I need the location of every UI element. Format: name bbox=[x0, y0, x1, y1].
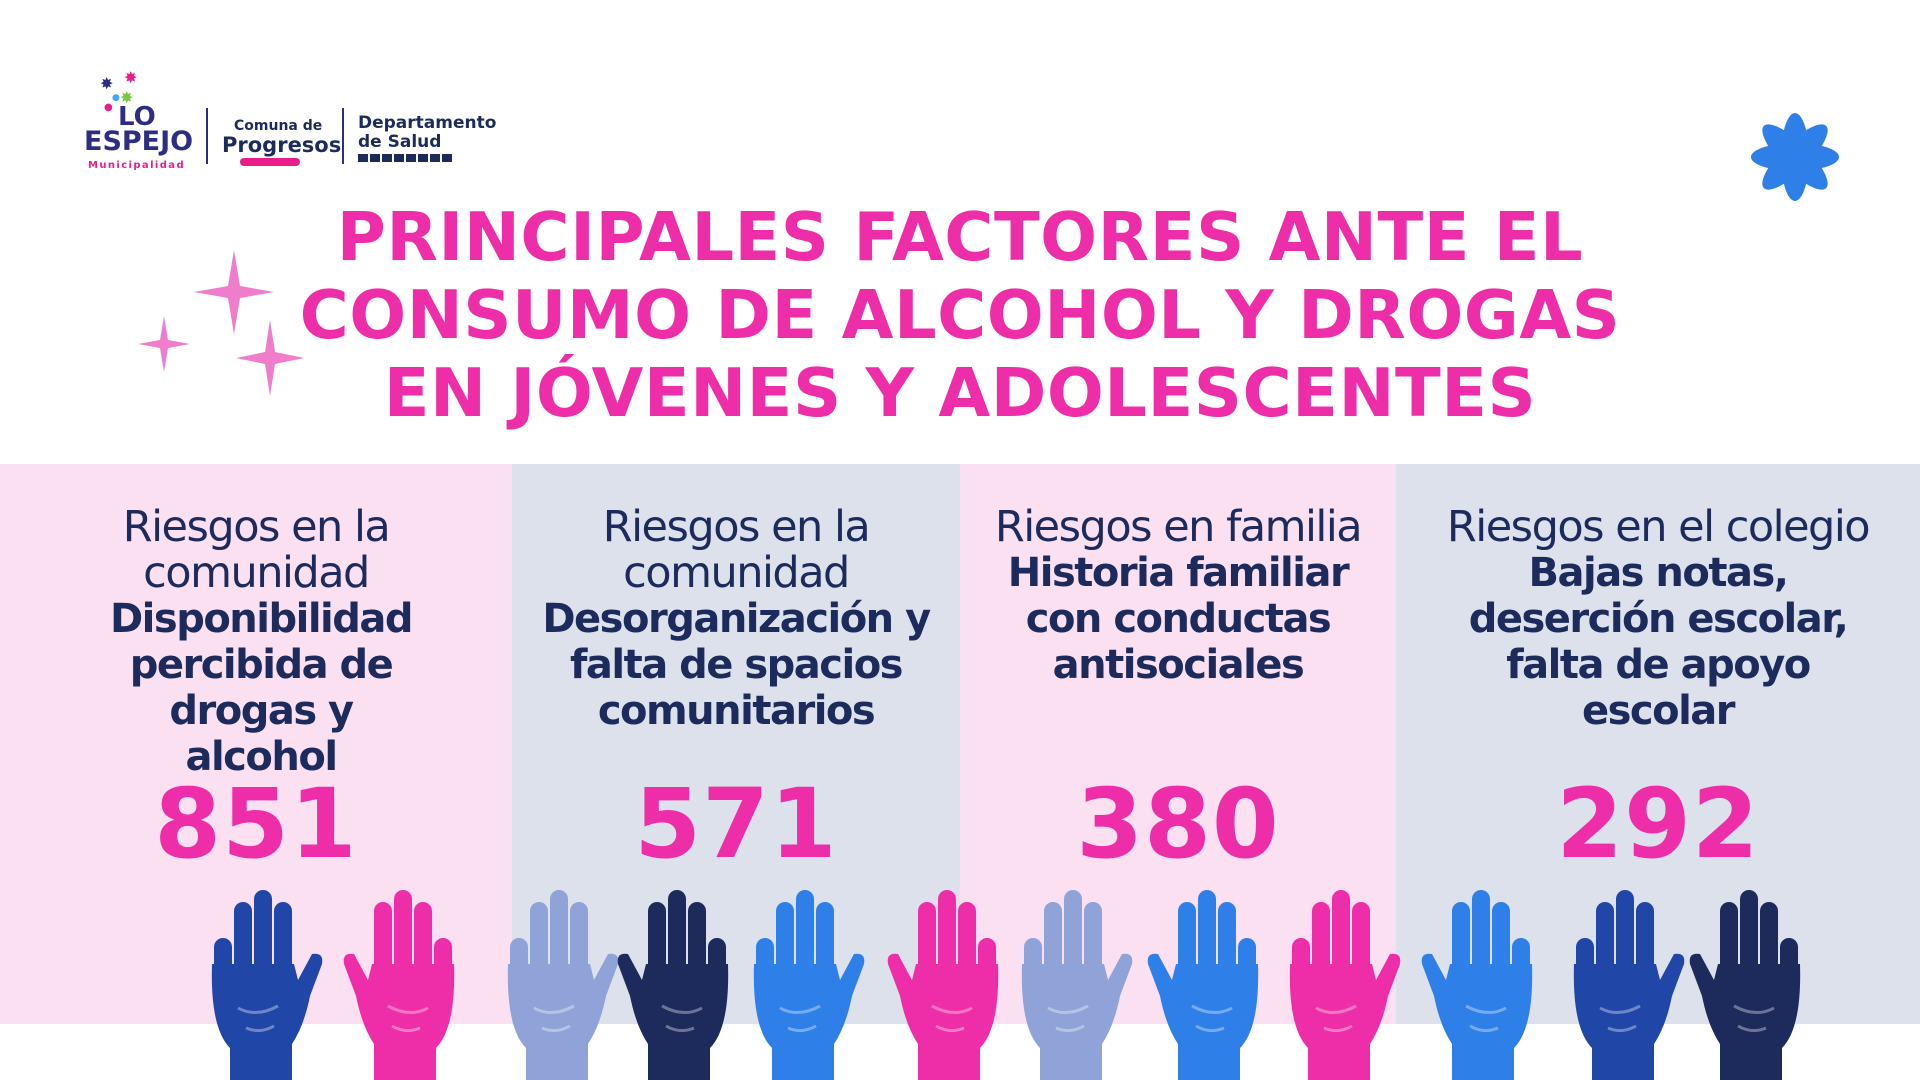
risk-count: 380 bbox=[1076, 768, 1280, 880]
sparkles-icon bbox=[138, 250, 304, 396]
risk-category-line: Riesgos en el colegio bbox=[1446, 502, 1871, 552]
lo-espejo-logo: ✸ ✸ ✸ ● ● LO ESPEJO Municipalidad bbox=[84, 68, 194, 172]
logo-divider bbox=[342, 108, 344, 164]
departamento-text: Departamento bbox=[358, 113, 497, 133]
raised-hand-icon bbox=[614, 868, 740, 1080]
risk-factor: Historia familiar con conductas antisoci… bbox=[1007, 550, 1350, 688]
logo-divider bbox=[206, 108, 208, 164]
risk-category-line: Riesgos en familia bbox=[994, 502, 1363, 552]
blue-star-icon bbox=[1751, 113, 1839, 201]
risk-column-school: Riesgos en el colegio Bajas notas, deser… bbox=[1396, 464, 1920, 1024]
title-line-2: CONSUMO DE ALCOHOL Y DROGAS bbox=[299, 276, 1621, 354]
page-title: PRINCIPALES FACTORES ANTE EL CONSUMO DE … bbox=[240, 198, 1680, 432]
risk-factor: Bajas notas, deserción escolar, falta de… bbox=[1468, 550, 1849, 734]
raised-hand-icon bbox=[1144, 868, 1270, 1080]
raised-hand-icon bbox=[1418, 868, 1544, 1080]
raised-hand-icon bbox=[200, 868, 326, 1080]
risk-category: Riesgos en familia bbox=[960, 504, 1396, 550]
risk-count: 292 bbox=[1556, 768, 1760, 880]
progresos-arrow-bar bbox=[240, 158, 300, 166]
title-line-1: PRINCIPALES FACTORES ANTE EL bbox=[336, 198, 1584, 276]
departamento-salud-logo: Departamento de Salud bbox=[358, 114, 496, 162]
risk-category-line: comunidad bbox=[623, 548, 850, 598]
logo-municipalidad-text: Municipalidad bbox=[88, 160, 185, 171]
salud-pattern-line bbox=[358, 154, 452, 162]
raised-hand-icon bbox=[1278, 868, 1404, 1080]
risk-category-line: comunidad bbox=[143, 548, 370, 598]
logo-lo-text: LO bbox=[118, 102, 156, 132]
risk-category: Riesgos en la comunidad bbox=[0, 504, 512, 596]
title-line-3: EN JÓVENES Y ADOLESCENTES bbox=[383, 354, 1537, 432]
raised-hand-icon bbox=[340, 868, 466, 1080]
risk-count: 851 bbox=[154, 768, 358, 880]
raised-hand-icon bbox=[742, 868, 868, 1080]
comuna-de-text: Comuna de bbox=[234, 118, 323, 134]
raised-hand-icon bbox=[1686, 868, 1812, 1080]
risk-factor: Disponibilidad percibida de drogas y alc… bbox=[109, 596, 414, 780]
progresos-text: Progresos bbox=[222, 133, 342, 157]
risk-category-line: Riesgos en la bbox=[602, 502, 871, 552]
raised-hands-illustration bbox=[0, 860, 1920, 1080]
raised-hand-icon bbox=[884, 868, 1010, 1080]
de-salud-text: de Salud bbox=[358, 132, 442, 152]
raised-hand-icon bbox=[496, 868, 622, 1080]
risk-category: Riesgos en la comunidad bbox=[512, 504, 960, 596]
risk-factor: Desorganización y falta de spacios comun… bbox=[542, 596, 931, 734]
header-logos: ✸ ✸ ✸ ● ● LO ESPEJO Municipalidad Comuna… bbox=[84, 68, 524, 180]
comuna-progresos-logo: Comuna de Progresos bbox=[222, 118, 341, 166]
logo-espejo-text: ESPEJO bbox=[84, 126, 194, 157]
risk-count: 571 bbox=[634, 768, 838, 880]
raised-hand-icon bbox=[1562, 868, 1688, 1080]
raised-hand-icon bbox=[1010, 868, 1136, 1080]
risk-category: Riesgos en el colegio bbox=[1396, 504, 1920, 550]
risk-category-line: Riesgos en la bbox=[122, 502, 391, 552]
